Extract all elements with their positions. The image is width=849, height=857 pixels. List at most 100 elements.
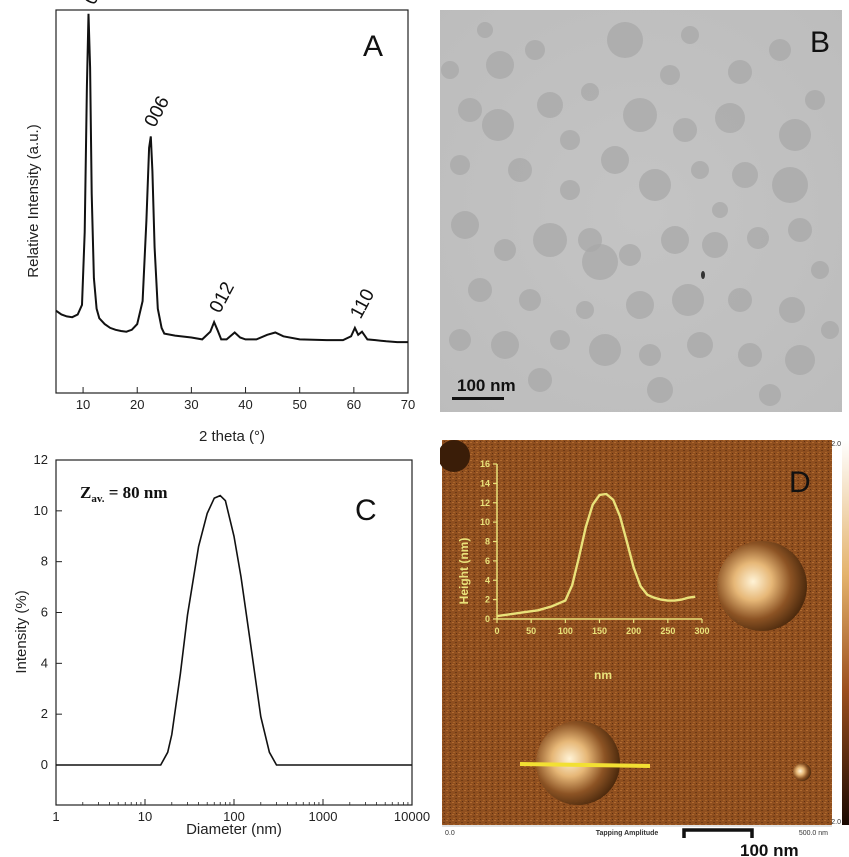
tem-particle (494, 239, 516, 261)
tem-particle (660, 65, 680, 85)
panel-c-zav-annotation: Zav. = 80 nm (80, 483, 168, 505)
inset-x-tick-label: 0 (494, 626, 499, 636)
panel-a-x-tick-label: 20 (130, 397, 144, 412)
panel-c-y-tick-label: 0 (41, 757, 48, 772)
tem-dark-spot (701, 271, 705, 279)
panel-a-x-tick-label: 10 (76, 397, 90, 412)
panel-a-x-tick-label: 30 (184, 397, 198, 412)
panel-c-x-tick-label: 10 (138, 809, 152, 824)
dls-distribution-line (56, 494, 412, 766)
tem-particle (441, 61, 459, 79)
tem-particle (772, 167, 808, 203)
panel-c-y-tick-label: 12 (34, 452, 48, 467)
afm-bottom-left-label: 0.0 (445, 830, 455, 837)
inset-x-tick-label: 100 (558, 626, 573, 636)
inset-y-axis-title: Height (nm) (457, 538, 471, 605)
panel-d-letter: D (789, 466, 811, 499)
tem-particle (691, 161, 709, 179)
panel-a-x-tick-label: 50 (292, 397, 306, 412)
tem-particle (560, 130, 580, 150)
inset-y-tick-label: 6 (485, 556, 490, 566)
tem-particle (712, 202, 728, 218)
inset-y-tick-label: 2 (485, 595, 490, 605)
panel-b-letter: B (810, 26, 830, 59)
afm-colorbar (842, 440, 849, 825)
tem-particle (468, 278, 492, 302)
inset-y-tick-label: 10 (480, 517, 490, 527)
tem-particle (508, 158, 532, 182)
panel-a-bg (0, 0, 420, 450)
tem-particle (732, 162, 758, 188)
panel-c-letter: C (355, 494, 377, 527)
peak-label-003: 003 (80, 0, 113, 8)
panel-c-x-tick-label: 1000 (309, 809, 338, 824)
panel-d-scale-bar (682, 828, 754, 838)
tem-particle (639, 344, 661, 366)
inset-x-axis-title: nm (594, 668, 612, 682)
tem-particle (647, 377, 673, 403)
colorbar-bottom-label: 2.0 (831, 819, 841, 826)
panel-c-y-tick-label: 2 (41, 706, 48, 721)
tem-particle (805, 90, 825, 110)
panel-a-x-ticks: 10 20 30 40 50 60 70 (76, 387, 415, 412)
panel-a-letter: A (363, 30, 383, 63)
panel-c-x-tick-label: 100 (223, 809, 245, 824)
panel-c-y-tick-label: 8 (41, 554, 48, 569)
inset-x-tick-label: 200 (626, 626, 641, 636)
afm-bottom-center-label: Tapping Amplitude (596, 830, 659, 837)
panel-a-x-tick-label: 60 (347, 397, 361, 412)
afm-height-profile-inset: 0 50 100 150 200 250 300 0 2 4 6 8 10 12 14 16 (480, 459, 710, 636)
inset-y-tick-label: 0 (485, 614, 490, 624)
panel-b-scale-label: 100 nm (457, 376, 516, 395)
tem-particle (533, 223, 567, 257)
tem-particle (582, 244, 618, 280)
tem-particle (779, 297, 805, 323)
tem-particle (715, 103, 745, 133)
tem-particle (525, 40, 545, 60)
inset-x-tick-label: 150 (592, 626, 607, 636)
panel-a-x-axis-title: 2 theta (°) (199, 428, 265, 445)
tem-particle (779, 119, 811, 151)
tem-particle (759, 384, 781, 406)
panel-c-x-axis-title: Diameter (nm) (186, 821, 282, 838)
inset-x-tick-label: 50 (526, 626, 536, 636)
tem-particle (601, 146, 629, 174)
tem-particle (449, 329, 471, 351)
tem-particle (747, 227, 769, 249)
panel-a-x-tick-label: 40 (238, 397, 252, 412)
tem-particles (441, 22, 839, 406)
inset-y-tick-label: 14 (480, 478, 490, 488)
tem-particle (607, 22, 643, 58)
tem-particle (661, 226, 689, 254)
tem-particle (821, 321, 839, 339)
panel-c-y-tick-label: 10 (34, 503, 48, 518)
tem-particle (491, 331, 519, 359)
height-profile-line (496, 492, 696, 618)
tem-particle (560, 180, 580, 200)
panel-b: B 100 nm (440, 10, 842, 412)
tem-particle (788, 218, 812, 242)
afm-particle-right (717, 541, 807, 631)
xrd-pattern-line (55, 13, 408, 344)
panel-b-scale-bar (452, 397, 504, 400)
tem-particle (581, 83, 599, 101)
tem-particle (728, 60, 752, 84)
tem-particle (550, 330, 570, 350)
tem-particle (528, 368, 552, 392)
zav-rest: = 80 nm (105, 483, 168, 502)
tem-particle (519, 289, 541, 311)
inset-y-tick-label: 16 (480, 459, 490, 469)
tem-particle (451, 211, 479, 239)
tem-particle (681, 26, 699, 44)
panel-c-y-tick-label: 4 (41, 655, 48, 670)
panel-c-y-tick-label: 6 (41, 605, 48, 620)
tem-particle (672, 284, 704, 316)
inset-y-tick-label: 4 (485, 575, 490, 585)
panel-c-x-tick-label: 1 (52, 809, 59, 824)
panel-d: 2.0 2.0 0 50 100 150 200 250 3000246810121416 … (440, 436, 849, 857)
tem-particle (639, 169, 671, 201)
panel-c-x-tick-label: 10000 (394, 809, 430, 824)
afm-bottom-right-label: 500.0 nm (799, 830, 828, 837)
afm-particle-small (793, 763, 811, 781)
